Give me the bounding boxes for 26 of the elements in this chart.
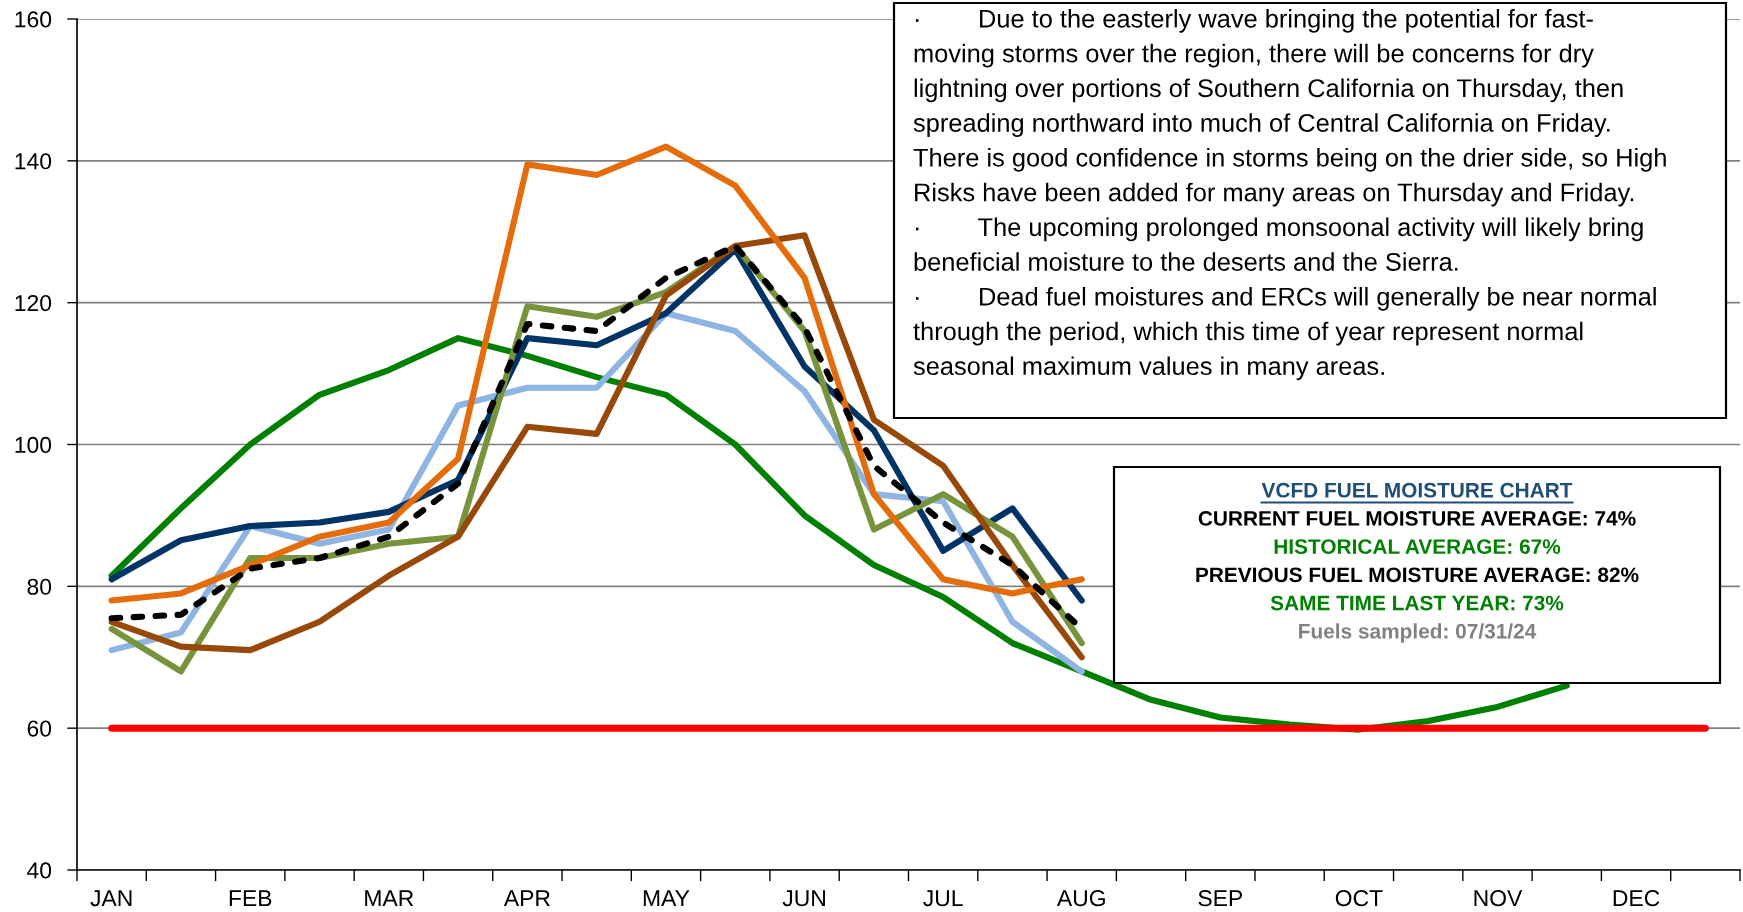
x-tick-label: NOV	[1474, 890, 1523, 907]
x-tick-label: FEB	[229, 890, 272, 907]
x-tick-label: MAR	[365, 890, 414, 907]
x-tick-label: DEC	[1613, 890, 1660, 907]
y-tick-label: 100	[15, 436, 52, 454]
y-tick-label: 60	[27, 720, 52, 737]
annotation: SAME TIME LAST YEAR: 73%	[1270, 595, 1564, 611]
x-tick-label: MAY	[643, 890, 690, 907]
y-tick-label: 160	[15, 11, 52, 28]
y-tick-label: 120	[15, 294, 52, 312]
annotation: HISTORICAL AVERAGE: 67%	[1274, 539, 1561, 554]
x-tick-label: APR	[503, 890, 550, 907]
y-tick-label: 40	[27, 862, 52, 879]
x-tick-label: JUN	[782, 890, 825, 907]
x-tick-label: JAN	[90, 890, 132, 907]
annotation: VCFD FUEL MOISTURE CHART	[1261, 482, 1573, 498]
y-tick-label: 80	[27, 578, 52, 595]
x-tick-label: OCT	[1335, 890, 1383, 907]
x-tick-label: AUG	[1056, 890, 1105, 907]
y-tick-label: 140	[15, 153, 52, 170]
x-tick-label: JUL	[923, 890, 963, 907]
annotation: Fuels sampled: 07/31/24	[1299, 623, 1537, 643]
x-tick-label: SEP	[1198, 890, 1243, 907]
text: · Due to the easterly wave bringing the potential for fast- moving storms over the region, there will be concerns for dry lightning over portions of Southern California on Thursday, then spreading northward into much of Central California on Friday. There is good confidence in storms being on the drier side, so High Risks have been added for many areas on Thursday and Friday. · The upcoming prolonged monsoonal activity will likely bring beneficial moisture to the deserts and the Sierra. · Dead fuel moistures and ERCs will generally be near normal through the period, which this time of year represent normal seasonal maximum values in many areas.	[913, 9, 1666, 381]
annotation: PREVIOUS FUEL MOISTURE AVERAGE: 82%	[1196, 567, 1639, 583]
annotation: CURRENT FUEL MOISTURE AVERAGE: 74%	[1198, 511, 1636, 526]
